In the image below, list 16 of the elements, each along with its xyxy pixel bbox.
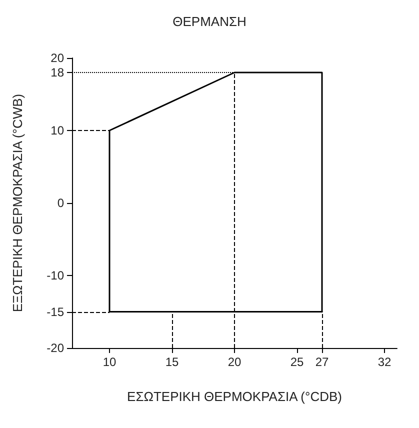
x-tick-label: 32 bbox=[378, 355, 392, 369]
x-tick-label: 27 bbox=[315, 355, 329, 369]
x-axis-title: ΕΣΩΤΕΡΙΚΗ ΘΕΡΜΟΚΡΑΣΙΑ (°CDB) bbox=[127, 389, 342, 404]
y-tick-label: 18 bbox=[50, 66, 64, 80]
y-axis-title: ΕΞΩΤΕΡΙΚΗ ΘΕΡΜΟΚΡΑΣΙΑ (°CWB) bbox=[10, 94, 25, 312]
x-tick-label: 15 bbox=[165, 355, 179, 369]
y-tick-label: 20 bbox=[50, 51, 64, 65]
chart-title: ΘΕΡΜΑΝΣΗ bbox=[172, 14, 246, 29]
y-tick-label: -10 bbox=[46, 268, 64, 282]
y-tick-label: -20 bbox=[46, 341, 64, 355]
y-tick-label: -15 bbox=[46, 304, 64, 319]
y-tick-label: 0 bbox=[57, 196, 64, 210]
x-tick-label: 25 bbox=[290, 355, 304, 369]
y-tick-label: 10 bbox=[50, 124, 64, 138]
x-tick-label: 20 bbox=[228, 355, 242, 369]
x-tick-label: 10 bbox=[102, 355, 116, 369]
